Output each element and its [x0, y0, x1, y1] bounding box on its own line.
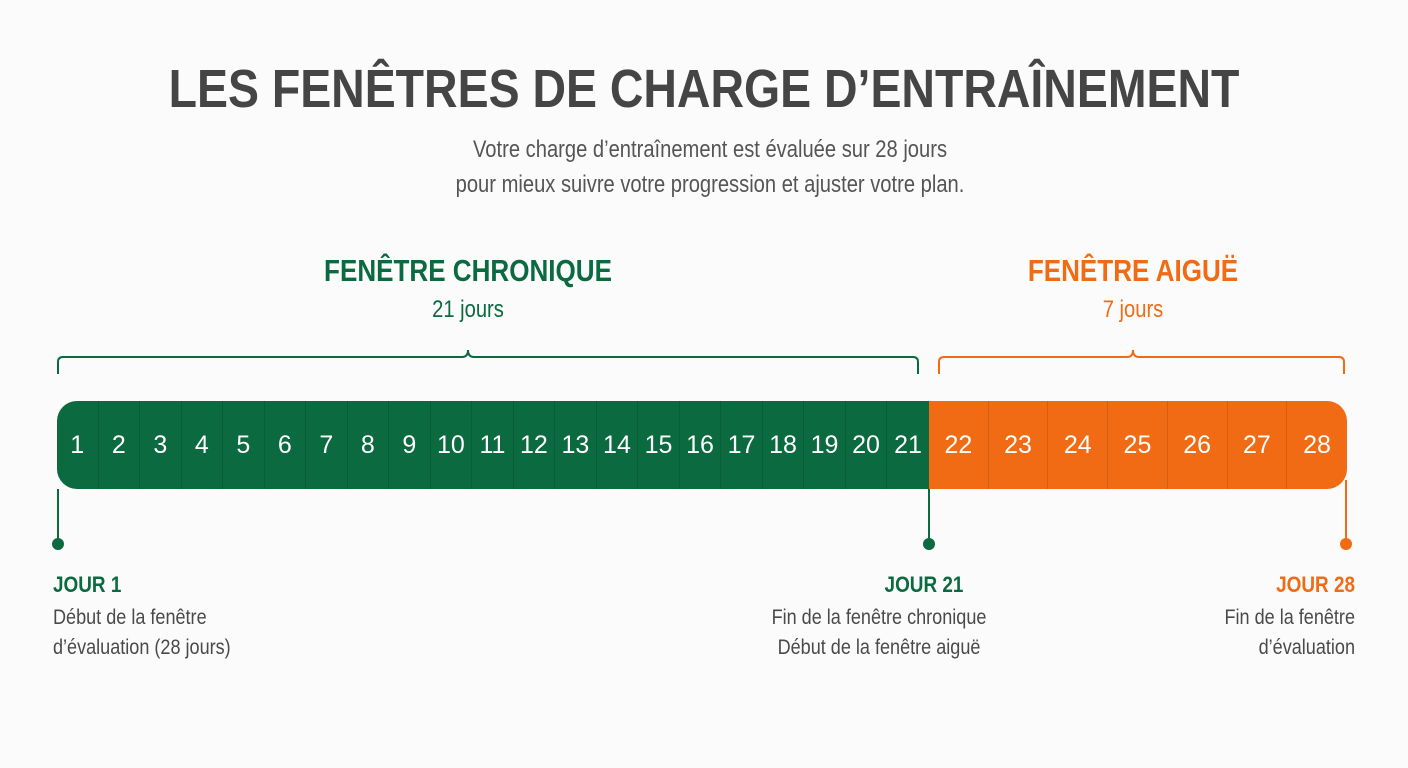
acute-window-days: 7 jours	[1102, 296, 1164, 323]
chronic-segment: 1 2 3 4 5 6 7 8 9 10 11 12 13 14 15 16 17 18 19 20 21	[57, 401, 929, 489]
day-cell-25: 25	[1108, 401, 1168, 489]
day-cell-23: 23	[989, 401, 1049, 489]
day21-desc-line-2: Début de la fenêtre aiguë	[777, 636, 981, 659]
day28-label: JOUR 28	[1276, 572, 1355, 597]
chronic-window-days: 21 jours	[432, 296, 504, 323]
day-cell-24: 24	[1048, 401, 1109, 489]
day-cell-3: 3	[140, 401, 182, 489]
acute-bracket	[938, 349, 1345, 374]
day-cell-8: 8	[348, 401, 390, 489]
page-title: LES FENÊTRES DE CHARGE D’ENTRAÎNEMENT	[168, 59, 1240, 119]
subtitle-line-1: Votre charge d’entraînement est évaluée …	[472, 136, 948, 163]
day-cell-19: 19	[804, 401, 846, 489]
day-cell-16: 16	[680, 401, 722, 489]
day21-description: Fin de la fenêtre chronique Début de la …	[754, 603, 1003, 663]
day21-desc-line-1: Fin de la fenêtre chronique	[771, 606, 987, 629]
chronic-window-title: FENÊTRE CHRONIQUE	[324, 253, 612, 288]
acute-window-title: FENÊTRE AIGUË	[1027, 253, 1239, 288]
day-cell-6: 6	[265, 401, 307, 489]
day-cell-28: 28	[1303, 430, 1331, 459]
day21-marker-dot	[923, 538, 935, 550]
day-cell-26: 26	[1168, 401, 1228, 489]
day1-desc-line-1: Début de la fenêtre	[53, 606, 207, 629]
day-cell-1: 1	[57, 401, 99, 489]
day1-marker-dot	[52, 538, 64, 550]
day-cell-21: 21	[894, 430, 922, 459]
day-cell-27: 27	[1228, 401, 1288, 489]
day-cell-14: 14	[597, 401, 639, 489]
day-cell-9: 9	[389, 401, 431, 489]
day-cell-10: 10	[431, 401, 473, 489]
day28-desc-line-1: Fin de la fenêtre	[1224, 606, 1355, 629]
day-cell-18: 18	[763, 401, 805, 489]
day1-description: Début de la fenêtre d’évaluation (28 jou…	[53, 603, 277, 663]
day-cell-13: 13	[555, 401, 597, 489]
day-cell-4: 4	[182, 401, 224, 489]
timeline-bar: 1 2 3 4 5 6 7 8 9 10 11 12 13 14 15 16 17 18 19 20 21 22 23 24…	[57, 401, 1347, 489]
day-cell-12: 12	[514, 401, 556, 489]
acute-segment: 22 23 24 25 26 27 28	[929, 401, 1347, 489]
day-cell-15: 15	[638, 401, 680, 489]
day28-marker-dot	[1340, 538, 1352, 550]
day-cell-11: 11	[472, 401, 514, 489]
day28-desc-line-2: d’évaluation	[1258, 636, 1355, 659]
day-cell-5: 5	[223, 401, 265, 489]
subtitle-line-2: pour mieux suivre votre progression et a…	[455, 171, 965, 198]
day-cell-2: 2	[99, 401, 141, 489]
day1-label: JOUR 1	[53, 572, 122, 597]
day-cell-22: 22	[929, 401, 989, 489]
day-cell-20: 20	[846, 401, 888, 489]
chronic-bracket	[57, 349, 919, 374]
day-cell-17: 17	[721, 401, 763, 489]
day28-description: Fin de la fenêtre d’évaluation	[1131, 603, 1355, 663]
day1-desc-line-2: d’évaluation (28 jours)	[53, 636, 231, 659]
day-cell-7: 7	[306, 401, 348, 489]
day21-label: JOUR 21	[884, 572, 964, 597]
